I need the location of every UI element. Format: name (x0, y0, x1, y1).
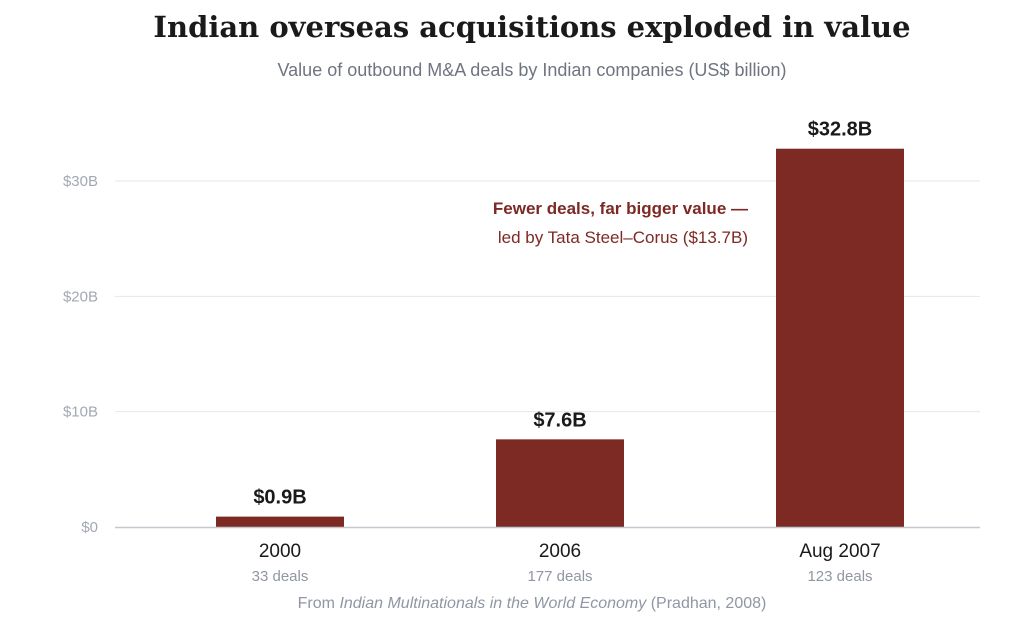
x-category-sublabel: 177 deals (527, 568, 592, 585)
bar (776, 148, 904, 527)
x-category-label: 2000 (259, 541, 301, 562)
x-category-label: Aug 2007 (799, 541, 880, 562)
y-tick-label: $0 (81, 519, 98, 536)
source-prefix: From (297, 595, 340, 612)
chart-subtitle: Value of outbound M&A deals by Indian co… (277, 60, 787, 80)
bar (216, 516, 344, 527)
chart-title: Indian overseas acquisitions exploded in… (153, 10, 911, 44)
source-work-title: Indian Multinationals in the World Econo… (339, 595, 647, 612)
source-suffix: (Pradhan, 2008) (646, 595, 767, 612)
source-note: From Indian Multinationals in the World … (0, 595, 1024, 613)
x-category-sublabel: 33 deals (252, 568, 309, 585)
bar-value-label: $7.6B (533, 409, 586, 431)
annotation-line-1: Fewer deals, far bigger value — (493, 199, 748, 218)
annotation-line-2: led by Tata Steel–Corus ($13.7B) (498, 228, 748, 247)
y-tick-label: $30B (63, 173, 98, 190)
bar-value-label: $32.8B (808, 119, 873, 141)
y-tick-label: $10B (63, 404, 98, 421)
bar (496, 439, 624, 527)
x-category-label: 2006 (539, 541, 581, 562)
x-category-sublabel: 123 deals (807, 568, 872, 585)
bar-value-label: $0.9B (253, 487, 306, 509)
y-tick-label: $20B (63, 288, 98, 305)
